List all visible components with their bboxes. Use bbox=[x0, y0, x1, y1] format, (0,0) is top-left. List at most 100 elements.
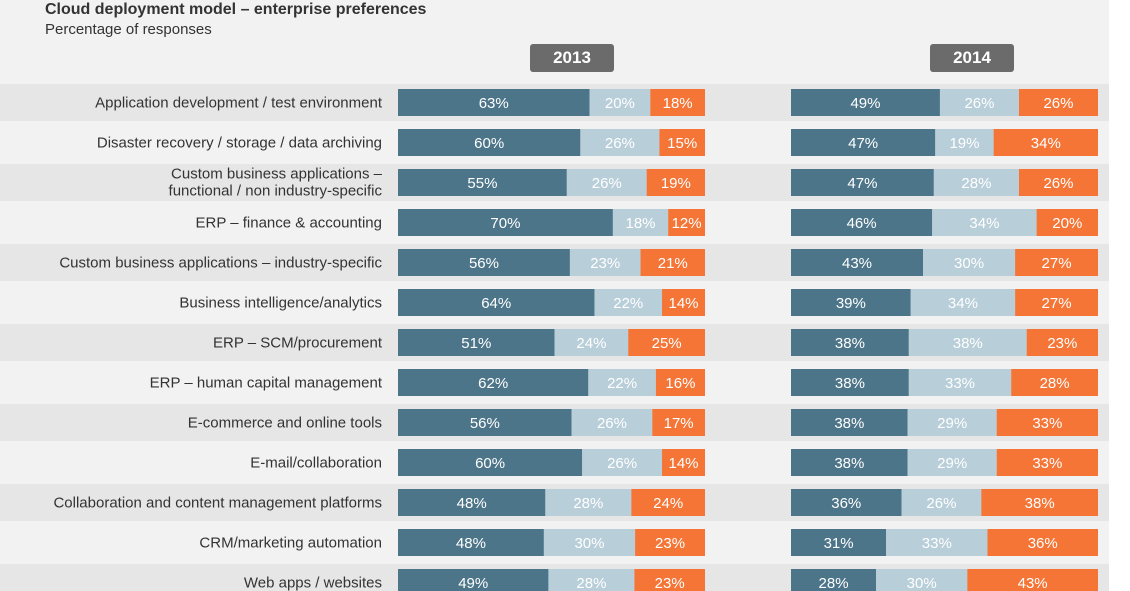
bar-segment-2013-light bbox=[612, 209, 669, 236]
bar-segment-2014-dark bbox=[791, 89, 940, 116]
bar-segment-2013-dark bbox=[398, 489, 546, 516]
data-label-2014: 23% bbox=[1047, 335, 1077, 352]
bar-segment-2013-orange bbox=[634, 569, 705, 591]
bar-segment-2014-light bbox=[901, 489, 982, 516]
data-label-2014: 33% bbox=[1032, 455, 1062, 472]
bar-segment-2014-orange bbox=[1026, 329, 1098, 356]
data-label-2013: 19% bbox=[661, 175, 691, 192]
bar-segment-2014-orange bbox=[996, 409, 1098, 436]
data-label-2013: 63% bbox=[479, 95, 509, 112]
bar-segment-2013-orange bbox=[635, 529, 705, 556]
data-label-2013: 23% bbox=[655, 575, 685, 591]
bar-segment-2014-orange bbox=[1015, 289, 1098, 316]
chart-subtitle: Percentage of responses bbox=[45, 21, 212, 38]
bar-segment-2013-light bbox=[588, 369, 656, 396]
data-label-2014: 33% bbox=[1032, 415, 1062, 432]
data-label-2014: 26% bbox=[1043, 95, 1073, 112]
bar-segment-2013-light bbox=[594, 289, 663, 316]
category-label: Collaboration and content management pla… bbox=[53, 495, 382, 512]
category-label: Disaster recovery / storage / data archi… bbox=[97, 135, 382, 152]
data-label-2013: 56% bbox=[470, 415, 500, 432]
bar-segment-2014-light bbox=[907, 449, 997, 476]
category-label: Web apps / websites bbox=[244, 575, 382, 591]
bar-segment-2014-dark bbox=[791, 529, 887, 556]
data-label-2014: 39% bbox=[836, 295, 866, 312]
category-label: CRM/marketing automation bbox=[199, 535, 382, 552]
data-label-2014: 28% bbox=[961, 175, 991, 192]
bar-segment-2013-dark bbox=[398, 529, 544, 556]
bar-segment-2013-light bbox=[545, 489, 632, 516]
bar-segment-2014-light bbox=[907, 409, 997, 436]
data-label-2013: 16% bbox=[665, 375, 695, 392]
data-label-2014: 28% bbox=[819, 575, 849, 591]
bar-segment-2014-dark bbox=[791, 409, 908, 436]
bar-segment-2013-orange bbox=[659, 129, 705, 156]
data-label-2014: 19% bbox=[949, 135, 979, 152]
data-label-2014: 27% bbox=[1042, 255, 1072, 272]
data-label-2014: 38% bbox=[834, 455, 864, 472]
data-label-2014: 20% bbox=[1052, 215, 1082, 232]
data-label-2013: 26% bbox=[605, 135, 635, 152]
data-label-2013: 25% bbox=[652, 335, 682, 352]
category-label: functional / non industry-specific bbox=[169, 183, 383, 200]
bar-segment-2013-dark bbox=[398, 289, 595, 316]
bar-segment-2014-light bbox=[935, 129, 994, 156]
bar-segment-2014-dark bbox=[791, 369, 909, 396]
bar-segment-2014-orange bbox=[996, 449, 1098, 476]
bar-segment-2013-dark bbox=[398, 409, 572, 436]
data-label-2014: 30% bbox=[907, 575, 937, 591]
bar-segment-2013-dark bbox=[398, 569, 549, 591]
data-label-2014: 29% bbox=[937, 455, 967, 472]
data-label-2013: 64% bbox=[481, 295, 511, 312]
category-label: Application development / test environme… bbox=[95, 95, 383, 112]
bar-segment-2014-orange bbox=[1018, 169, 1098, 196]
bar-segment-2013-orange bbox=[662, 449, 705, 476]
bar-segment-2013-dark bbox=[398, 209, 613, 236]
data-label-2014: 26% bbox=[1043, 175, 1073, 192]
data-label-2014: 31% bbox=[824, 535, 854, 552]
bar-segment-2013-orange bbox=[640, 249, 705, 276]
bar-segment-2013-orange bbox=[668, 209, 705, 236]
bar-segment-2013-dark bbox=[398, 449, 583, 476]
bar-segment-2014-dark bbox=[791, 289, 911, 316]
bar-segment-2014-orange bbox=[987, 529, 1098, 556]
category-label: E-mail/collaboration bbox=[250, 455, 382, 472]
bar-segment-2013-light bbox=[582, 449, 663, 476]
data-label-2013: 17% bbox=[664, 415, 694, 432]
data-label-2014: 38% bbox=[1025, 495, 1055, 512]
data-label-2014: 34% bbox=[969, 215, 999, 232]
bar-segment-2014-light bbox=[886, 529, 988, 556]
data-label-2013: 51% bbox=[461, 335, 491, 352]
bar-segment-2014-light bbox=[932, 209, 1037, 236]
bar-segment-2014-light bbox=[910, 289, 1016, 316]
data-label-2013: 28% bbox=[576, 575, 606, 591]
bar-segment-2013-light bbox=[566, 169, 647, 196]
bar-segment-2013-orange bbox=[628, 329, 705, 356]
category-label: E-commerce and online tools bbox=[188, 415, 382, 432]
bar-segment-2013-orange bbox=[655, 369, 705, 396]
category-label: ERP – SCM/procurement bbox=[213, 335, 383, 352]
bar-segment-2014-orange bbox=[981, 489, 1098, 516]
bar-segment-2013-orange bbox=[652, 409, 705, 436]
bar-segment-2013-dark bbox=[398, 369, 589, 396]
bar-segment-2014-dark bbox=[791, 169, 934, 196]
data-label-2014: 33% bbox=[922, 535, 952, 552]
bar-segment-2014-light bbox=[908, 369, 1012, 396]
bar-segment-2014-dark bbox=[791, 209, 933, 236]
bar-segment-2013-orange bbox=[631, 489, 705, 516]
data-label-2014: 36% bbox=[1028, 535, 1058, 552]
category-label: Business intelligence/analytics bbox=[179, 295, 382, 312]
bar-segment-2014-orange bbox=[1015, 249, 1098, 276]
data-label-2013: 15% bbox=[667, 135, 697, 152]
bar-segment-2013-light bbox=[543, 529, 636, 556]
data-label-2013: 23% bbox=[590, 255, 620, 272]
data-label-2014: 47% bbox=[847, 175, 877, 192]
bar-segment-2013-light bbox=[569, 249, 641, 276]
data-label-2014: 38% bbox=[953, 335, 983, 352]
bar-segment-2014-dark bbox=[791, 449, 908, 476]
data-label-2014: 27% bbox=[1042, 295, 1072, 312]
bar-segment-2013-dark bbox=[398, 129, 581, 156]
bar-segment-2013-dark bbox=[398, 329, 555, 356]
bar-segment-2014-dark bbox=[791, 249, 924, 276]
bar-segment-2014-light bbox=[923, 249, 1016, 276]
